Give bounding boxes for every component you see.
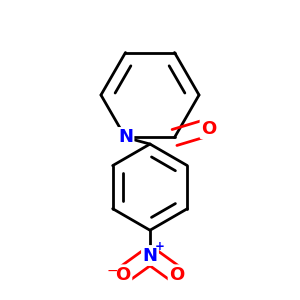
Text: O: O bbox=[116, 266, 131, 284]
Text: N: N bbox=[142, 247, 158, 265]
Text: −: − bbox=[106, 264, 118, 278]
Text: O: O bbox=[169, 266, 184, 284]
Text: +: + bbox=[155, 240, 165, 253]
Text: N: N bbox=[118, 128, 133, 146]
Text: O: O bbox=[201, 120, 216, 138]
